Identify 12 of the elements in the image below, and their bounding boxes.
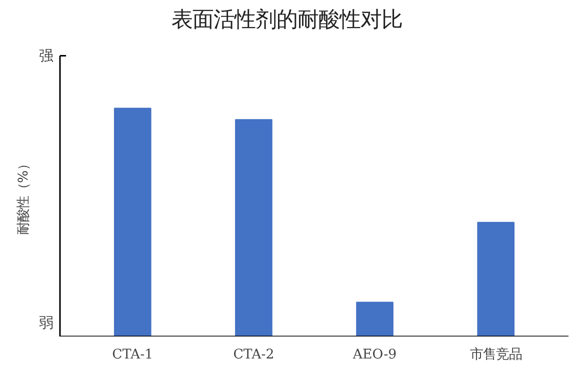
x-tick-label: AEO-9 <box>352 348 397 362</box>
chart-title: 表面活性剂的耐酸性对比 <box>172 8 402 32</box>
text: 强 <box>38 47 54 64</box>
x-tick-label: CTA-2 <box>233 348 274 362</box>
x-tick-label: CTA-1 <box>112 348 154 362</box>
bar <box>477 222 515 336</box>
bar <box>114 108 152 336</box>
bar <box>356 302 394 336</box>
y-axis-title: 耐酸性（%） <box>16 157 32 235</box>
x-tick-label: 市售竞品 <box>470 348 522 362</box>
text: 弱 <box>38 314 54 332</box>
bar <box>235 119 272 336</box>
